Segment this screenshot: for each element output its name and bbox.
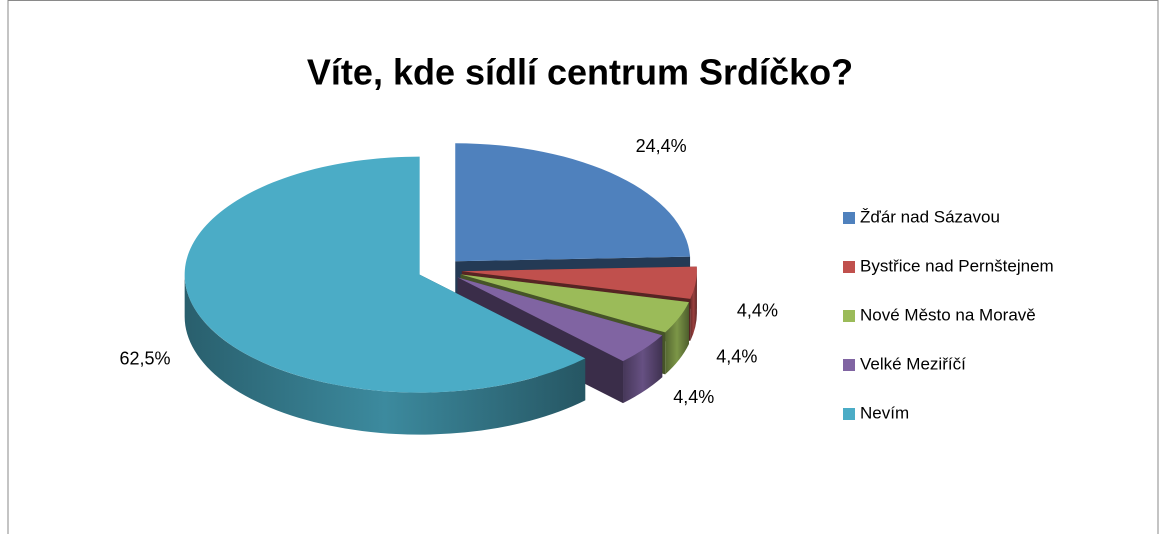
slice: [184, 156, 586, 393]
legend-label: Nevím: [860, 403, 909, 422]
slice: [457, 277, 663, 362]
legend-label: Velké Meziříčí: [860, 354, 966, 373]
data-label: 24,4%: [636, 136, 687, 156]
slice-side: [184, 274, 586, 435]
slice: [455, 143, 691, 262]
slice-side: [690, 271, 697, 341]
data-label: 4,4%: [716, 346, 757, 366]
data-label: 62,5%: [120, 349, 171, 369]
legend-swatch: [843, 408, 855, 420]
slice: [460, 274, 689, 333]
legend-label: Žďár nad Sázavou: [860, 207, 1000, 226]
legend-label: Bystřice nad Pernštejnem: [860, 256, 1054, 275]
slice-side: [623, 335, 663, 404]
slice-side: [665, 302, 689, 375]
legend-label: Nové Město na Moravě: [860, 305, 1036, 324]
legend-swatch: [843, 310, 855, 322]
data-label: 4,4%: [673, 387, 714, 407]
chart-title: Víte, kde sídlí centrum Srdíčko?: [307, 52, 853, 93]
legend-swatch: [843, 212, 855, 224]
legend-swatch: [843, 261, 855, 273]
data-label: 4,4%: [737, 301, 778, 321]
slice: [461, 266, 697, 299]
legend-swatch: [843, 359, 855, 371]
